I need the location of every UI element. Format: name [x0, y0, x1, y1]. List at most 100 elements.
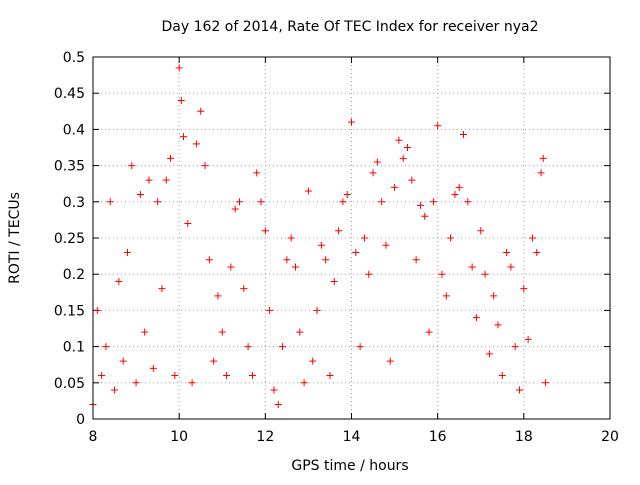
data-point	[274, 401, 282, 409]
data-point	[429, 198, 437, 206]
plot-frame	[92, 56, 611, 420]
data-point	[300, 379, 308, 387]
data-point	[141, 328, 149, 336]
y-tick-label: 0	[76, 412, 85, 428]
data-point	[175, 64, 183, 72]
data-point	[395, 136, 403, 144]
data-point	[516, 386, 524, 394]
y-tick-label: 0.2	[63, 267, 85, 283]
data-point	[468, 263, 476, 271]
data-point	[438, 270, 446, 278]
data-point	[119, 357, 127, 365]
data-point	[365, 270, 373, 278]
data-point	[154, 198, 162, 206]
data-point	[451, 191, 459, 199]
data-point	[460, 130, 468, 138]
data-point	[442, 292, 450, 300]
y-tick-label: 0.35	[54, 159, 85, 175]
data-point	[158, 285, 166, 293]
x-tick-label: 14	[343, 429, 361, 445]
data-point	[391, 183, 399, 191]
data-point	[214, 292, 222, 300]
data-point	[205, 256, 213, 264]
data-point	[524, 335, 532, 343]
data-point	[257, 198, 265, 206]
x-axis-label: GPS time / hours	[291, 458, 408, 474]
chart-title: Day 162 of 2014, Rate Of TEC Index for r…	[161, 19, 538, 35]
data-point	[171, 372, 179, 380]
data-point	[343, 191, 351, 199]
data-point	[111, 386, 119, 394]
data-point	[145, 176, 153, 184]
data-point	[248, 372, 256, 380]
axis-ticks: 0 0.05 0.1 0.15 0.2 0.25 0.3 0.35 0.4 0.45 0.5 8 10 1…	[54, 50, 619, 445]
data-point	[335, 227, 343, 235]
data-point	[184, 220, 192, 228]
data-point	[494, 321, 502, 329]
data-point	[296, 328, 304, 336]
data-point	[408, 176, 416, 184]
data-point	[188, 379, 196, 387]
data-point	[386, 357, 394, 365]
grid	[93, 57, 610, 419]
data-point	[283, 256, 291, 264]
data-point	[115, 277, 123, 285]
data-point	[485, 350, 493, 358]
data-point	[404, 144, 412, 151]
data-point	[490, 292, 498, 300]
data-point	[382, 241, 390, 249]
data-point	[425, 328, 433, 336]
data-point	[541, 379, 549, 387]
y-tick-label: 0.25	[54, 231, 85, 247]
data-point	[464, 198, 472, 206]
data-point	[339, 198, 347, 206]
data-point	[291, 263, 299, 271]
x-tick-label: 12	[256, 429, 274, 445]
data-point	[481, 270, 489, 278]
data-point	[235, 198, 243, 206]
data-point	[270, 386, 278, 394]
data-point	[421, 212, 429, 220]
data-point	[304, 187, 312, 195]
data-point	[356, 343, 364, 351]
data-point	[472, 314, 480, 322]
y-tick-label: 0.4	[63, 122, 85, 138]
data-point	[416, 201, 424, 209]
data-point	[330, 277, 338, 285]
data-point	[132, 379, 140, 387]
data-point	[533, 248, 541, 256]
x-tick-label: 18	[515, 429, 533, 445]
x-tick-label: 16	[429, 429, 447, 445]
data-point	[520, 285, 528, 293]
data-point	[434, 122, 442, 130]
data-point	[373, 158, 381, 166]
data-point	[322, 256, 330, 264]
y-tick-label: 0.45	[54, 86, 85, 102]
data-point	[313, 306, 321, 314]
data-point	[539, 154, 547, 162]
data-point	[279, 343, 287, 351]
y-tick-label: 0.3	[63, 195, 85, 211]
data-point	[218, 328, 226, 336]
data-point	[227, 263, 235, 271]
data-point	[447, 234, 455, 242]
x-tick-label: 10	[170, 429, 188, 445]
data-point	[128, 162, 136, 170]
data-point	[378, 198, 386, 206]
data-point	[240, 285, 248, 293]
data-point	[106, 198, 114, 206]
data-point	[352, 248, 360, 256]
data-point	[102, 343, 110, 351]
x-tick-label: 8	[89, 429, 98, 445]
data-point	[244, 343, 252, 351]
data-point	[498, 372, 506, 380]
data-point	[326, 372, 334, 380]
data-point	[223, 372, 231, 380]
data-point	[348, 118, 355, 126]
data-point	[98, 372, 106, 380]
data-point	[162, 176, 170, 184]
data-point	[511, 343, 519, 351]
data-point	[149, 364, 157, 372]
y-tick-label: 0.05	[54, 376, 85, 392]
